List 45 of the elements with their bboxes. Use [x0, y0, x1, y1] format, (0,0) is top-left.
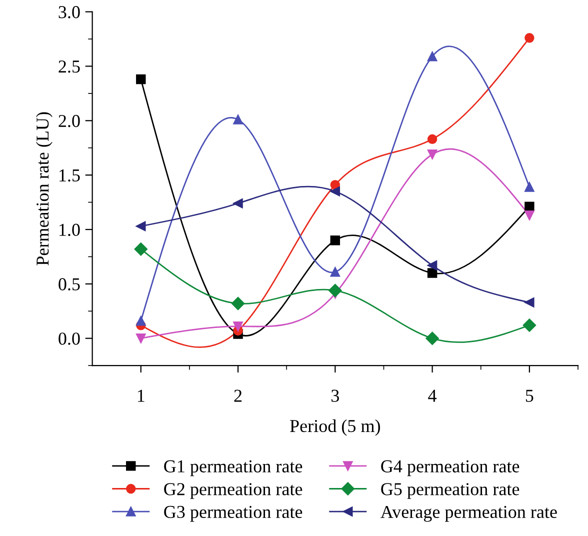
point: [524, 33, 534, 43]
point: [427, 260, 438, 270]
point: [524, 182, 534, 192]
x-tick-label: 5: [526, 390, 534, 402]
x-tick-label: 2: [234, 390, 242, 402]
legend-label: G4 permeation rate: [381, 460, 520, 476]
point: [524, 210, 534, 220]
y-tick-label: 1.0: [60, 224, 80, 236]
point: [233, 322, 243, 332]
legend-label: G3 permeation rate: [164, 506, 302, 522]
y-tick-label: 1.5: [60, 169, 80, 182]
point: [134, 242, 148, 256]
legend-label: Average permeation rate: [380, 506, 557, 522]
x-tick-label: 3: [332, 390, 339, 402]
y-tick-label: 0.0: [58, 332, 80, 345]
point: [328, 284, 342, 298]
point: [136, 221, 146, 232]
y-axis-title: Permeation rate (LU): [36, 112, 52, 266]
point: [427, 134, 438, 144]
point: [136, 333, 146, 344]
point: [426, 332, 439, 345]
y-tick-label: 2.5: [58, 60, 80, 73]
point: [233, 114, 243, 124]
point: [136, 74, 146, 84]
legend-label: G1 permeation rate: [164, 460, 302, 476]
point: [524, 298, 534, 308]
legend-label: G2 permeation rate: [164, 483, 302, 499]
point: [524, 202, 534, 212]
y-tick-label: 3.0: [58, 6, 80, 18]
x-tick-label: 4: [428, 390, 437, 402]
point: [427, 150, 438, 160]
point: [330, 267, 340, 277]
point: [522, 318, 536, 332]
point: [136, 316, 146, 326]
x-axis-title: Period (5 m): [290, 419, 380, 436]
point: [427, 268, 438, 278]
x-tick-label: 1: [138, 390, 144, 402]
legend-label: G5 permeation rate: [381, 483, 520, 499]
point: [231, 296, 245, 310]
y-tick-label: 2.0: [58, 114, 80, 128]
point: [233, 198, 243, 208]
point: [427, 52, 438, 62]
point: [330, 236, 340, 246]
y-tick-label: 0.5: [58, 278, 80, 290]
point: [330, 186, 340, 196]
